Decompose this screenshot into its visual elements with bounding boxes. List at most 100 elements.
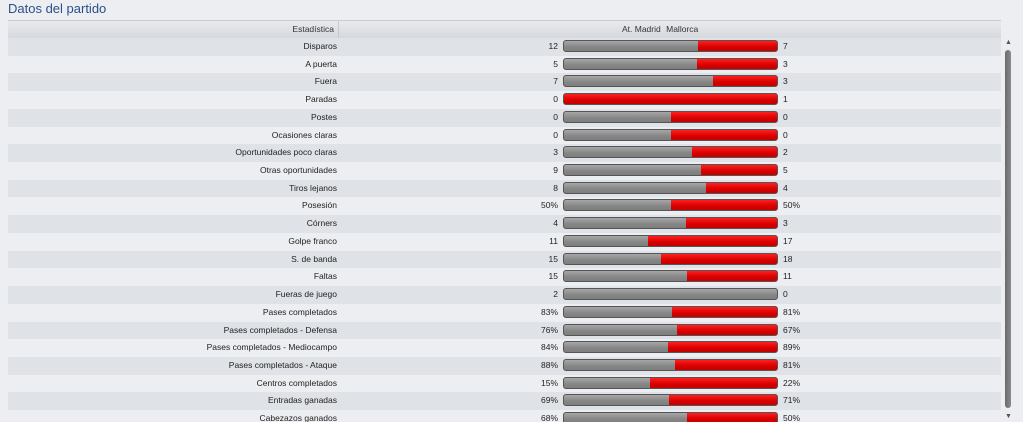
home-bar-fill <box>564 129 671 140</box>
stat-row: Pases completados - Defensa 76% 67% <box>8 321 1001 340</box>
comparison-bar <box>563 305 778 318</box>
away-value: 0 <box>783 111 788 122</box>
stat-label: Postes <box>311 111 337 122</box>
away-bar-fill <box>698 41 777 51</box>
comparison-bar <box>563 146 778 159</box>
home-bar-fill <box>564 76 714 87</box>
away-bar-fill <box>700 165 777 176</box>
home-bar-fill <box>564 58 698 69</box>
comparison-bar <box>563 110 778 123</box>
away-bar-fill <box>697 58 777 69</box>
home-bar-fill <box>564 235 648 246</box>
away-value: 4 <box>783 182 788 193</box>
stat-label: Paradas <box>305 94 337 105</box>
stat-label: S. de banda <box>291 253 337 264</box>
vertical-scrollbar[interactable]: ▲ ▼ <box>1002 38 1015 422</box>
home-bar-fill <box>564 289 777 300</box>
away-value: 0 <box>783 289 788 300</box>
away-bar-fill <box>670 200 777 211</box>
comparison-bar <box>563 40 778 52</box>
comparison-bar <box>563 234 778 247</box>
home-value: 84% <box>540 342 558 353</box>
home-value: 8 <box>553 182 558 193</box>
home-value: 15% <box>540 377 558 388</box>
home-bar-fill <box>564 342 668 353</box>
stat-row: Postes 0 0 <box>8 108 1001 127</box>
stat-label: Entradas ganadas <box>268 395 337 406</box>
comparison-bar <box>563 341 778 354</box>
stat-row: Faltas 15 11 <box>8 268 1001 287</box>
stat-label: Fueras de juego <box>275 289 337 300</box>
stat-label: Otras oportunidades <box>259 165 337 176</box>
stat-label: Disparos <box>303 41 337 51</box>
stat-label: A puerta <box>305 58 337 69</box>
away-value: 67% <box>783 324 801 335</box>
stat-row: Pases completados - Ataque 88% 81% <box>8 356 1001 375</box>
home-bar-fill <box>564 359 675 370</box>
stat-row: Pases completados 83% 81% <box>8 303 1001 322</box>
stat-row: Tiros lejanos 8 4 <box>8 179 1001 198</box>
home-value: 68% <box>540 413 558 422</box>
away-value: 0 <box>783 129 788 140</box>
stat-row: Disparos 12 7 <box>8 38 1001 56</box>
comparison-bar <box>563 376 778 389</box>
stat-row: Cabezazos ganados 68% 50% <box>8 410 1001 422</box>
comparison-bar <box>563 57 778 70</box>
stat-row: Fuera 7 3 <box>8 73 1001 92</box>
stat-row: S. de banda 15 18 <box>8 250 1001 269</box>
stat-label: Pases completados - Defensa <box>223 324 337 335</box>
comparison-bar <box>563 323 778 336</box>
scroll-up-arrow-icon[interactable]: ▲ <box>1005 39 1012 46</box>
away-bar-fill <box>713 76 777 87</box>
away-value: 3 <box>783 58 788 69</box>
stat-row: Entradas ganadas 69% 71% <box>8 392 1001 411</box>
column-header-teams[interactable]: At. Madrid Mallorca <box>622 21 698 38</box>
away-value: 17 <box>783 235 793 246</box>
comparison-bar <box>563 75 778 88</box>
scroll-down-arrow-icon[interactable]: ▼ <box>1005 413 1012 420</box>
comparison-bar <box>563 288 778 301</box>
home-bar-fill <box>564 253 661 264</box>
stat-label: Fuera <box>314 76 337 87</box>
home-value: 50% <box>540 200 558 211</box>
away-bar-fill <box>650 377 777 388</box>
home-value: 3 <box>553 147 558 158</box>
stat-label: Pases completados <box>262 306 337 317</box>
away-bar-fill <box>564 94 777 105</box>
away-value: 3 <box>783 76 788 87</box>
home-value: 0 <box>553 111 558 122</box>
stat-label: Centros completados <box>256 377 337 388</box>
away-bar-fill <box>660 253 777 264</box>
stat-label: Golpe franco <box>288 235 337 246</box>
home-bar-fill <box>564 165 701 176</box>
comparison-bar <box>563 412 778 422</box>
away-value: 7 <box>783 41 788 51</box>
home-value: 69% <box>540 395 558 406</box>
away-bar-fill <box>669 395 777 406</box>
home-bar-fill <box>564 413 687 422</box>
away-value: 81% <box>783 359 801 370</box>
away-bar-fill <box>647 235 777 246</box>
away-bar-fill <box>706 182 777 193</box>
home-value: 11 <box>549 235 558 246</box>
away-value: 22% <box>783 377 801 388</box>
away-bar-fill <box>674 359 777 370</box>
scrollbar-thumb[interactable] <box>1005 50 1011 408</box>
home-bar-fill <box>564 324 678 335</box>
column-header-stat[interactable]: Estadística <box>8 21 339 38</box>
stats-table: Disparos 12 7 A puerta 5 3 Fuera 7 3 Paradas 0 1 Pos… <box>8 38 1001 422</box>
stat-row: Posesión 50% 50% <box>8 197 1001 216</box>
stat-row: Ocasiones claras 0 0 <box>8 126 1001 145</box>
stat-row: A puerta 5 3 <box>8 55 1001 74</box>
stat-row: Otras oportunidades 9 5 <box>8 162 1001 180</box>
panel-title: Datos del partido <box>8 1 107 16</box>
home-value: 2 <box>553 289 558 300</box>
home-bar-fill <box>564 271 687 282</box>
away-value: 71% <box>783 395 801 406</box>
stat-label: Ocasiones claras <box>271 129 337 140</box>
comparison-bar <box>563 164 778 177</box>
home-value: 0 <box>553 94 558 105</box>
comparison-bar <box>563 181 778 194</box>
home-value: 9 <box>553 165 558 176</box>
away-bar-fill <box>677 324 777 335</box>
